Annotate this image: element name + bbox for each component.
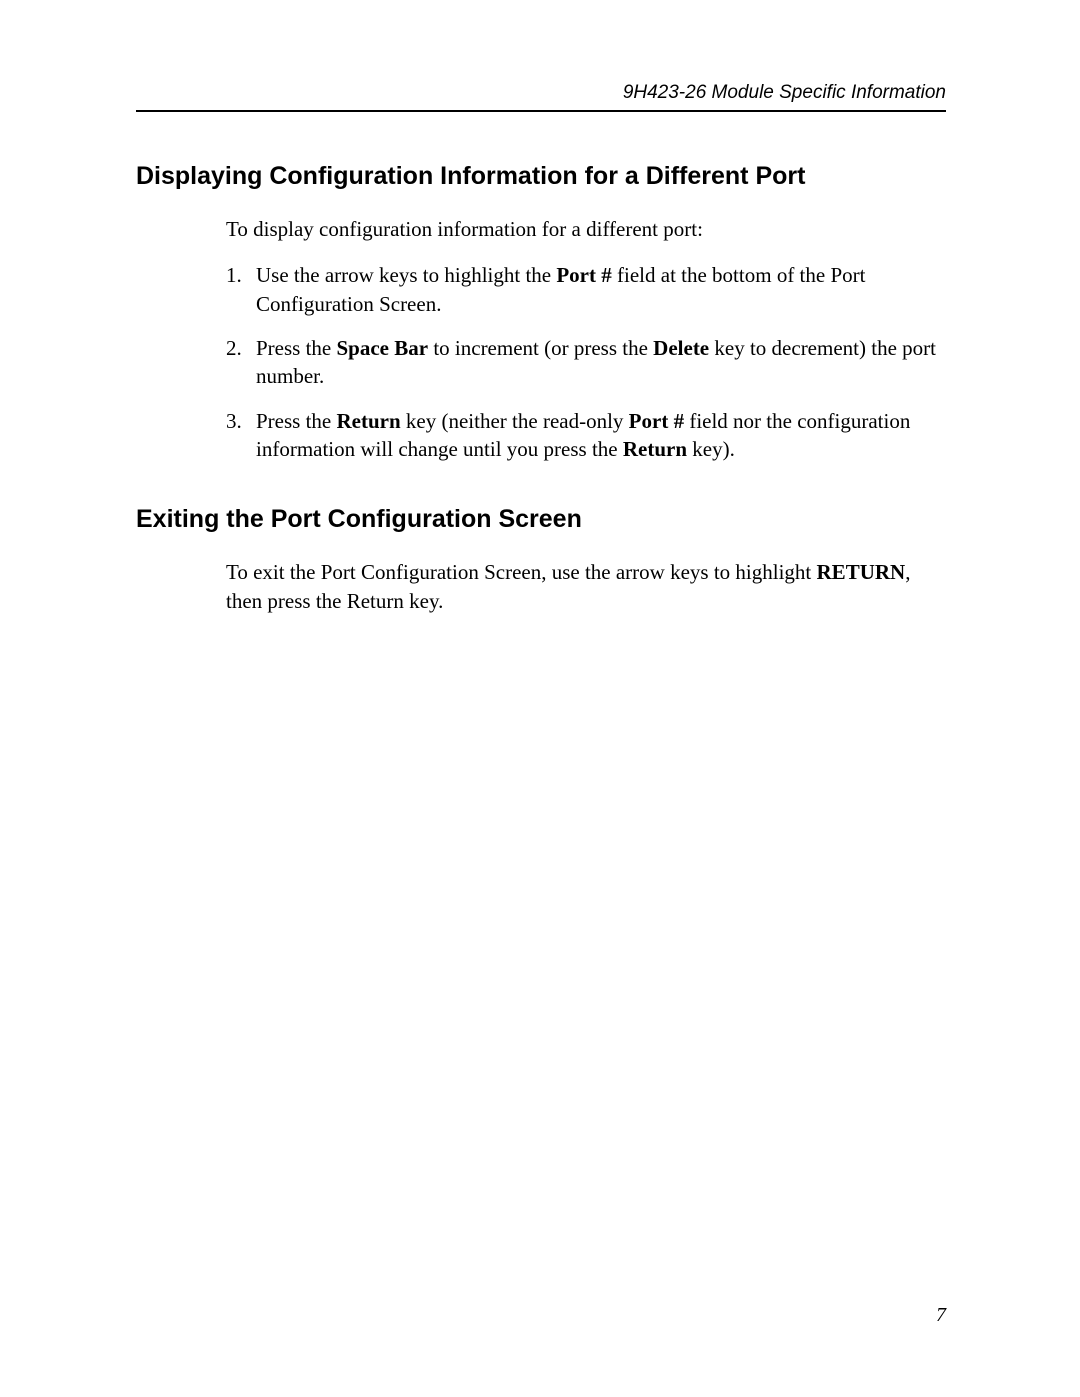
step-2-bold-delete: Delete — [653, 336, 709, 360]
section2-bold-return: RETURN — [817, 560, 906, 584]
step-2-text-mid: to increment (or press the — [428, 336, 653, 360]
step-3-bold-return2: Return — [623, 437, 687, 461]
running-header: 9H423-26 Module Specific Information — [136, 82, 946, 112]
step-3-text-mid1: key (neither the read-only — [401, 409, 629, 433]
section2: Exiting the Port Configuration Screen To… — [136, 505, 946, 615]
step-3-bold-return1: Return — [337, 409, 401, 433]
section1-intro: To display configuration information for… — [226, 215, 946, 243]
section-heading-display-config: Displaying Configuration Information for… — [136, 162, 946, 191]
section-heading-exiting: Exiting the Port Configuration Screen — [136, 505, 946, 534]
step-1: 1. Use the arrow keys to highlight the P… — [226, 261, 946, 318]
section1-body: To display configuration information for… — [226, 215, 946, 463]
step-3-number: 3. — [226, 407, 242, 435]
step-3-text-pre: Press the — [256, 409, 337, 433]
section2-body: To exit the Port Configuration Screen, u… — [226, 558, 946, 615]
step-3-bold-port: Port # — [629, 409, 684, 433]
step-1-bold-port: Port # — [556, 263, 611, 287]
step-2-number: 2. — [226, 334, 242, 362]
step-1-number: 1. — [226, 261, 242, 289]
page-number: 7 — [936, 1304, 946, 1327]
step-2-text-pre: Press the — [256, 336, 337, 360]
step-3: 3. Press the Return key (neither the rea… — [226, 407, 946, 464]
step-2-bold-spacebar: Space Bar — [337, 336, 429, 360]
section2-text-pre: To exit the Port Configuration Screen, u… — [226, 560, 817, 584]
section1-steps: 1. Use the arrow keys to highlight the P… — [226, 261, 946, 463]
section2-paragraph: To exit the Port Configuration Screen, u… — [226, 558, 946, 615]
step-2: 2. Press the Space Bar to increment (or … — [226, 334, 946, 391]
step-1-text-pre: Use the arrow keys to highlight the — [256, 263, 556, 287]
step-3-text-post: key). — [687, 437, 735, 461]
page: 9H423-26 Module Specific Information Dis… — [0, 0, 1080, 1397]
